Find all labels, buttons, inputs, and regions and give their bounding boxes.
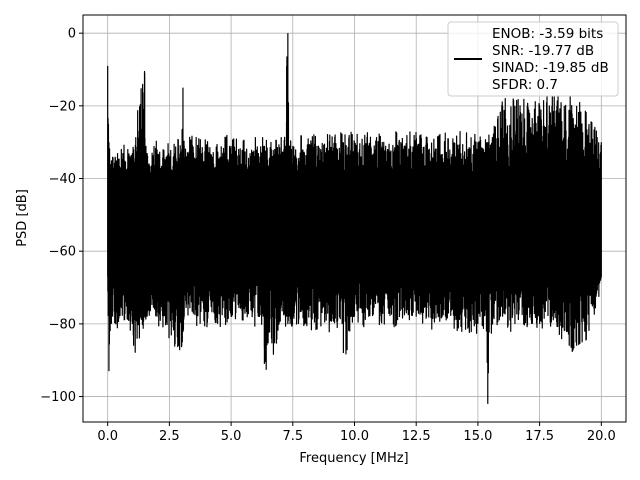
legend-box — [447, 21, 619, 97]
x-tick-label: 7.5 — [282, 429, 303, 444]
y-tick-label: −100 — [40, 390, 76, 405]
y-tick-label: −60 — [49, 245, 76, 260]
x-axis: 0.0 2.5 5.0 7.5 10.0 12.5 15.0 17.5 20.0 — [97, 422, 616, 444]
y-axis: 0 −20 −40 −60 −80 −100 — [40, 27, 83, 405]
psd-series — [107, 33, 602, 404]
x-tick-label: 0.0 — [97, 429, 118, 444]
y-tick-label: −40 — [49, 172, 76, 187]
psd-line — [107, 33, 602, 404]
x-tick-label: 2.5 — [159, 429, 180, 444]
y-tick-label: −80 — [49, 317, 76, 332]
x-axis-label: Frequency [MHz] — [299, 451, 408, 466]
y-axis-label: PSD [dB] — [15, 189, 30, 247]
y-tick-label: 0 — [68, 27, 76, 42]
x-tick-label: 15.0 — [463, 429, 492, 444]
x-tick-label: 5.0 — [221, 429, 242, 444]
x-tick-label: 20.0 — [587, 429, 616, 444]
legend-entry-enob: ENOB: -3.59 bits — [492, 26, 603, 42]
x-tick-label: 12.5 — [402, 429, 431, 444]
legend-entry-sfdr: SFDR: 0.7 — [492, 77, 558, 93]
legend: ENOB: -3.59 bits SNR: -19.77 dB SINAD: -… — [447, 21, 619, 97]
y-tick-label: −20 — [49, 99, 76, 114]
legend-entry-sinad: SINAD: -19.85 dB — [492, 60, 609, 76]
x-tick-label: 10.0 — [340, 429, 369, 444]
legend-entry-snr: SNR: -19.77 dB — [492, 43, 594, 59]
x-tick-label: 17.5 — [525, 429, 554, 444]
